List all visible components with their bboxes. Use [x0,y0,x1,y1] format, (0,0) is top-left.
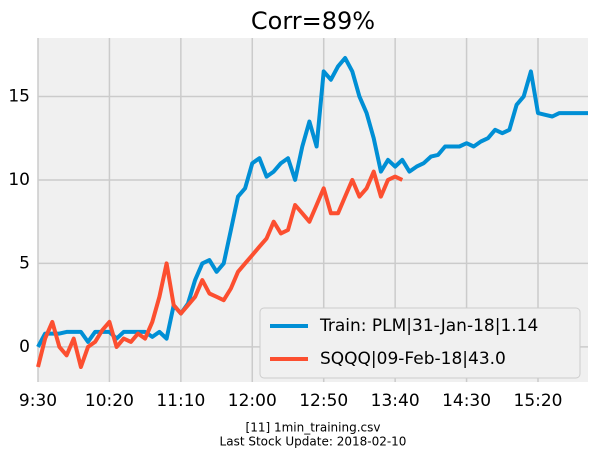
y-tick-label: 10 [8,170,30,190]
x-tick-label: 10:20 [85,391,134,411]
legend-label: SQQQ|09-Feb-18|43.0 [320,349,506,369]
x-tick-label: 13:40 [371,391,420,411]
legend-label: Train: PLM|31-Jan-18|1.14 [319,316,538,336]
y-tick-label: 5 [19,253,30,273]
legend-box [259,307,581,379]
y-tick-label: 15 [8,86,30,106]
series-line [36,56,588,348]
chart-title: Corr=89% [251,7,375,35]
x-axis-label: Last Stock Update: 2018-02-10 [220,435,407,449]
x-tick-label: 11:10 [156,391,205,411]
x-axis-label: [11] 1min_training.csv [246,421,381,435]
y-tick-label: 0 [19,337,30,357]
x-tick-label: 9:30 [19,391,57,411]
x-tick-label: 12:00 [228,391,277,411]
x-tick-label: 14:30 [442,391,491,411]
series-line [36,169,404,369]
x-tick-label: 15:20 [514,391,563,411]
x-tick-label: 12:50 [299,391,348,411]
